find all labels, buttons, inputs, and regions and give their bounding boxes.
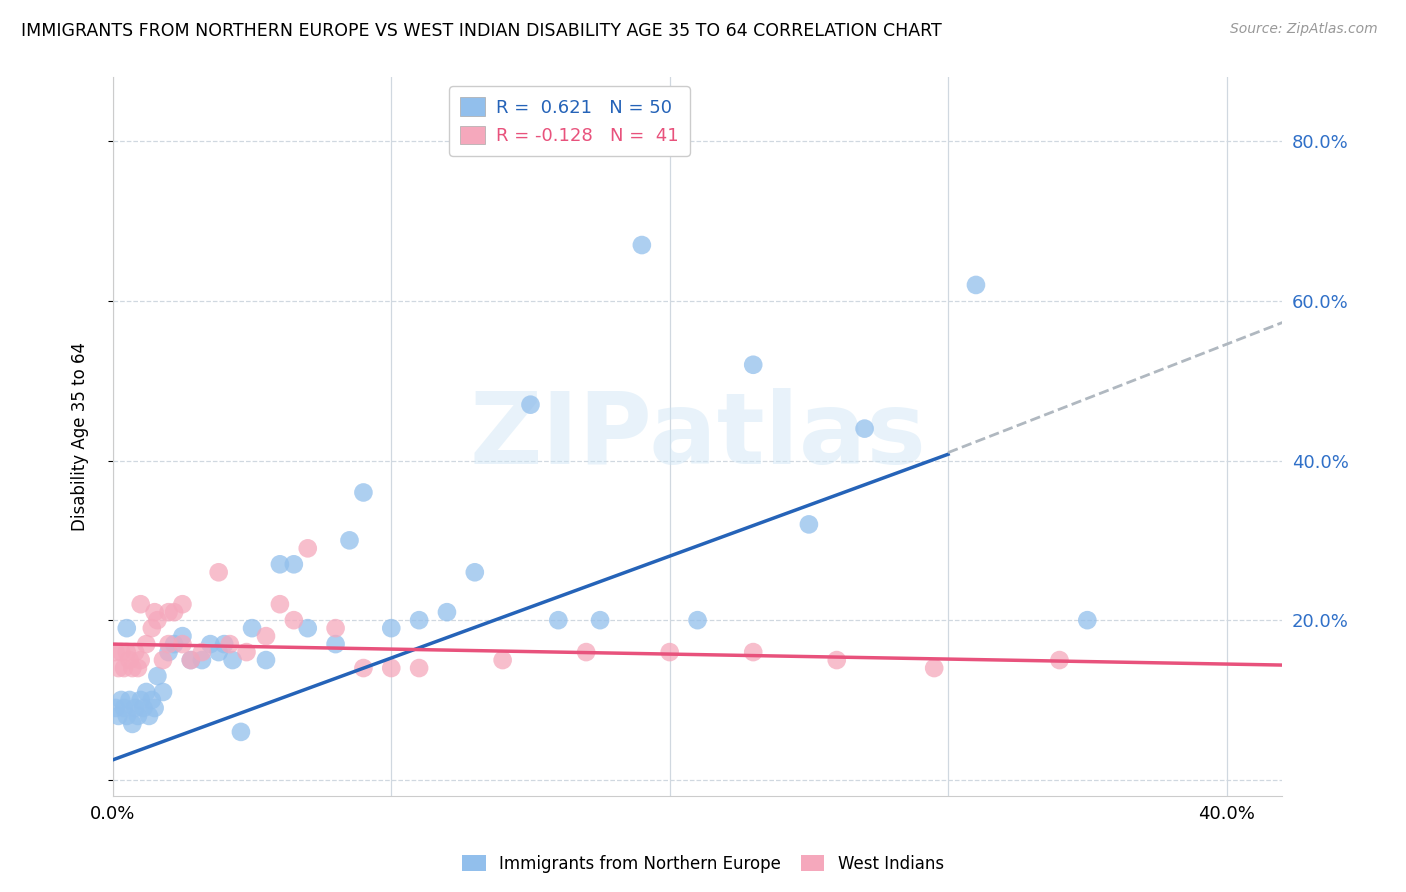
Point (797, 517, 820, 532)
Point (121, 661, 143, 675)
Point (229, 725, 252, 739)
Point (127, 661, 149, 675)
Point (110, 645, 132, 659)
Point (152, 685, 174, 699)
Point (163, 605, 186, 619)
Point (104, 645, 127, 659)
Point (589, 613, 612, 627)
Point (135, 685, 157, 699)
Point (172, 629, 194, 643)
Point (853, 422, 876, 436)
Point (110, 693, 132, 707)
Point (325, 637, 347, 651)
Point (135, 637, 157, 651)
Point (107, 709, 129, 723)
Point (143, 605, 166, 619)
Point (352, 661, 374, 675)
Point (143, 701, 166, 715)
Point (112, 661, 135, 675)
Point (180, 653, 202, 667)
Point (380, 621, 402, 635)
Point (1076, 613, 1098, 627)
Point (157, 645, 180, 659)
Point (127, 709, 149, 723)
Point (965, 277, 987, 292)
Point (172, 597, 194, 611)
Point (825, 653, 848, 667)
Point (408, 661, 430, 675)
Point (254, 629, 277, 643)
Text: Source: ZipAtlas.com: Source: ZipAtlas.com (1230, 22, 1378, 37)
Point (658, 645, 681, 659)
Point (124, 645, 146, 659)
Point (212, 637, 235, 651)
Point (132, 701, 155, 715)
Point (575, 645, 598, 659)
Point (742, 358, 765, 372)
Point (269, 597, 291, 611)
Point (115, 621, 138, 635)
Point (104, 701, 127, 715)
Point (631, 238, 654, 252)
Point (172, 637, 194, 651)
Y-axis label: Disability Age 35 to 64: Disability Age 35 to 64 (72, 343, 89, 531)
Point (380, 661, 402, 675)
Point (107, 661, 129, 675)
Point (191, 653, 214, 667)
Point (408, 613, 430, 627)
Point (269, 558, 291, 572)
Point (180, 653, 202, 667)
Point (118, 653, 141, 667)
Point (325, 621, 347, 635)
Point (922, 661, 945, 675)
Point (129, 597, 152, 611)
Point (138, 709, 160, 723)
Legend: Immigrants from Northern Europe, West Indians: Immigrants from Northern Europe, West In… (456, 848, 950, 880)
Text: ZIPatlas: ZIPatlas (470, 388, 927, 485)
Point (208, 566, 231, 580)
Point (283, 613, 305, 627)
Point (141, 621, 163, 635)
Point (208, 645, 231, 659)
Point (157, 637, 180, 651)
Point (218, 637, 240, 651)
Point (191, 645, 214, 659)
Point (121, 717, 143, 731)
Point (115, 709, 138, 723)
Point (221, 653, 243, 667)
Point (118, 693, 141, 707)
Point (235, 645, 257, 659)
Point (436, 605, 458, 619)
Point (129, 693, 152, 707)
Point (1049, 653, 1071, 667)
Point (200, 637, 222, 651)
Point (464, 566, 486, 580)
Point (519, 398, 541, 412)
Point (254, 653, 277, 667)
Point (547, 613, 569, 627)
Point (124, 701, 146, 715)
Point (163, 637, 186, 651)
Point (157, 605, 180, 619)
Point (240, 621, 263, 635)
Point (112, 701, 135, 715)
Point (115, 645, 138, 659)
Point (129, 653, 152, 667)
Point (141, 693, 163, 707)
Text: IMMIGRANTS FROM NORTHERN EUROPE VS WEST INDIAN DISABILITY AGE 35 TO 64 CORRELATI: IMMIGRANTS FROM NORTHERN EUROPE VS WEST … (21, 22, 942, 40)
Point (352, 485, 374, 500)
Point (339, 533, 361, 548)
Point (146, 669, 169, 683)
Point (742, 645, 765, 659)
Point (686, 613, 709, 627)
Point (152, 653, 174, 667)
Point (297, 621, 319, 635)
Point (283, 558, 305, 572)
Legend: R =  0.621   N = 50, R = -0.128   N =  41: R = 0.621 N = 50, R = -0.128 N = 41 (450, 87, 690, 156)
Point (297, 541, 319, 556)
Point (146, 613, 169, 627)
Point (491, 653, 513, 667)
